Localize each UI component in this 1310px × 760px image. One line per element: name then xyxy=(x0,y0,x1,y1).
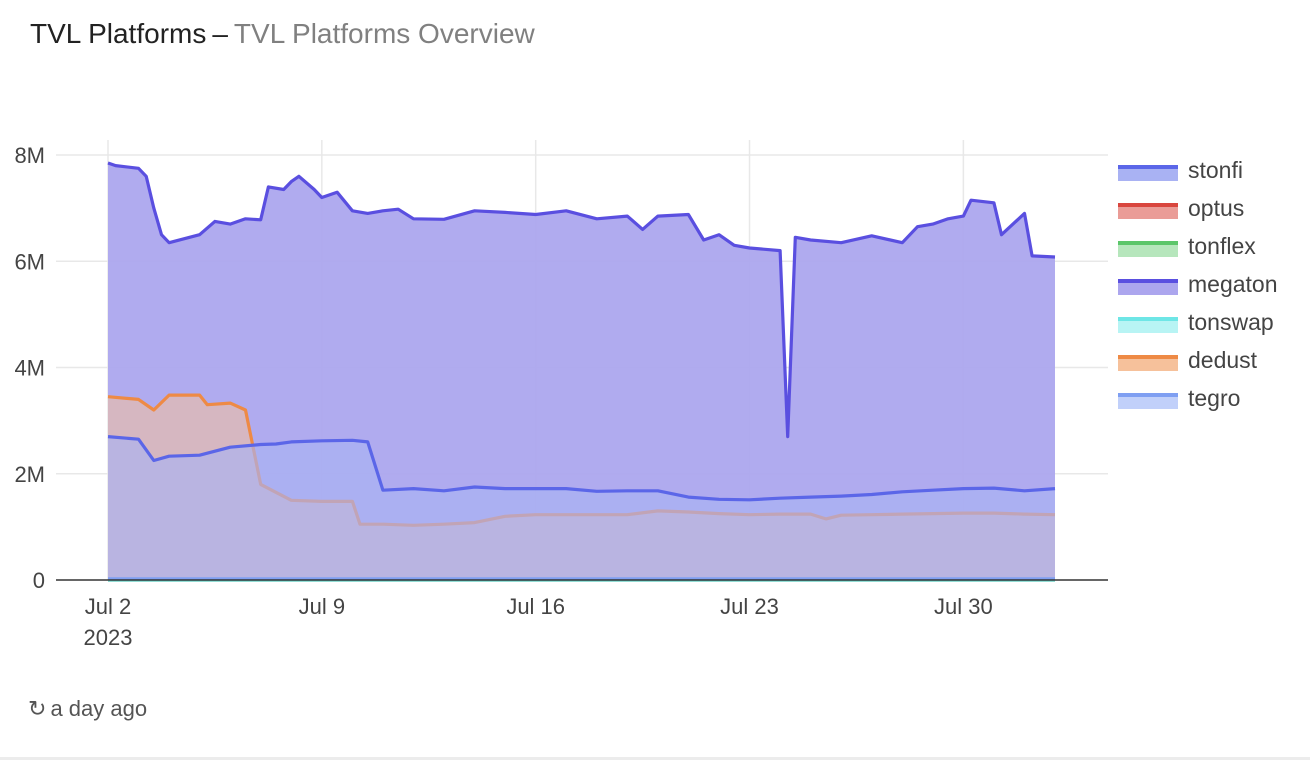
x-tick-label: Jul 2 2023 xyxy=(84,594,133,650)
y-tick-label: 0 xyxy=(33,568,45,593)
x-tick-label: Jul 9 xyxy=(299,594,345,619)
legend-label-megaton: megaton xyxy=(1188,271,1278,297)
line-megaton xyxy=(107,161,1056,439)
y-tick-label: 8M xyxy=(14,143,45,168)
legend-swatch-stonfi xyxy=(1118,167,1178,181)
x-tick-label: Jul 23 xyxy=(720,594,779,619)
legend-swatch-tegro xyxy=(1118,395,1178,409)
area-stonfi xyxy=(108,436,1055,580)
chart-header: TVL Platforms – TVL Platforms Overview xyxy=(30,18,535,50)
legend-label-optus: optus xyxy=(1188,195,1244,221)
last-updated-text: a day ago xyxy=(50,696,148,721)
y-tick-label: 2M xyxy=(14,462,45,487)
legend-label-tonflex: tonflex xyxy=(1188,233,1256,259)
x-tick-label: Jul 30 xyxy=(934,594,993,619)
legend-swatch-optus xyxy=(1118,205,1178,219)
refresh-icon[interactable]: ↻ xyxy=(28,696,47,721)
chart-subtitle: TVL Platforms Overview xyxy=(233,18,535,49)
legend-label-stonfi: stonfi xyxy=(1188,157,1243,183)
title-separator: – xyxy=(212,18,228,49)
legend-swatch-megaton xyxy=(1118,281,1178,295)
legend-swatch-tonswap xyxy=(1118,319,1178,333)
chart-title: TVL Platforms xyxy=(30,18,207,49)
legend-label-tonswap: tonswap xyxy=(1188,309,1274,335)
legend-swatch-tonflex xyxy=(1118,243,1178,257)
legend-label-tegro: tegro xyxy=(1188,385,1240,411)
x-tick-label: Jul 16 xyxy=(506,594,565,619)
y-tick-label: 4M xyxy=(14,356,45,381)
legend-swatch-dedust xyxy=(1118,357,1178,371)
last-updated: ↻ a day ago xyxy=(28,696,147,722)
tvl-area-chart: 0 2M 4M 6M 8M Jul 2 2023 Jul 9 Jul 16 Jul 23 Jul 3… xyxy=(14,140,1278,650)
line-stonfi xyxy=(107,435,1056,502)
legend-label-dedust: dedust xyxy=(1188,347,1258,373)
y-tick-label: 6M xyxy=(14,249,45,274)
